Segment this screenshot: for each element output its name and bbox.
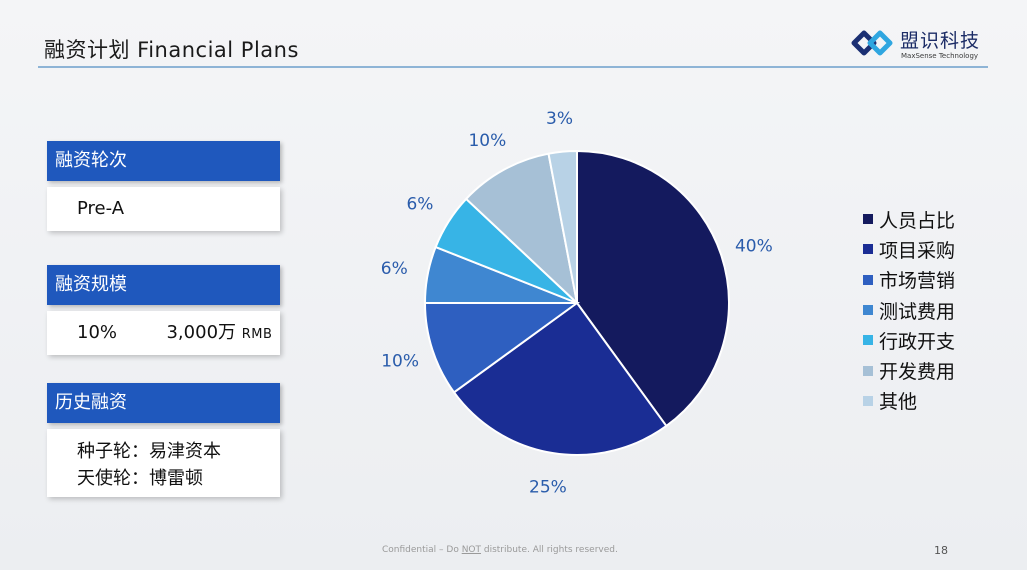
- company-logo: 盟识科技 MaxSense Technology: [850, 26, 990, 66]
- legend-item: 市场营销: [863, 265, 955, 295]
- pie-data-label: 40%: [735, 237, 773, 257]
- legend-swatch: [863, 335, 873, 346]
- legend-label: 人员占比: [879, 209, 956, 232]
- round-card-body: Pre-A: [47, 187, 280, 231]
- legend-swatch: [863, 365, 873, 376]
- pie-slice: [464, 152, 579, 306]
- legend-swatch: [863, 305, 873, 316]
- history-card-header: 历史融资: [47, 383, 280, 423]
- legend-item: 行政开支: [863, 325, 955, 355]
- round-card-header: 融资轮次: [47, 141, 280, 181]
- pie-data-label: 3%: [546, 109, 573, 129]
- chart-legend: 人员占比 项目采购 市场营销 测试费用 行政开支 开发费用 其他: [863, 204, 955, 416]
- confidential-post: distribute. All rights reserved.: [481, 545, 618, 555]
- pie-slice: [547, 149, 578, 304]
- legend-swatch: [863, 274, 873, 285]
- pie-slice: [576, 149, 730, 428]
- legend-item: 开发费用: [863, 355, 955, 385]
- legend-label: 其他: [879, 391, 918, 414]
- confidential-notice: Confidential – Do NOT distribute. All ri…: [382, 545, 618, 555]
- pie-data-label: 6%: [406, 194, 433, 214]
- page-title: 融资计划 Financial Plans: [44, 38, 299, 62]
- round-value: Pre-A: [77, 198, 125, 219]
- legend-label: 市场营销: [879, 270, 956, 293]
- logo-mark-icon: [851, 30, 893, 56]
- legend-item: 人员占比: [863, 204, 955, 234]
- legend-item: 项目采购: [863, 234, 955, 264]
- legend-item: 其他: [863, 386, 955, 416]
- pie-data-label: 25%: [529, 478, 567, 498]
- legend-item: 测试费用: [863, 295, 955, 325]
- legend-swatch: [863, 395, 873, 406]
- pie-data-label: 10%: [468, 131, 506, 151]
- pie-data-label: 6%: [381, 259, 408, 279]
- legend-label: 开发费用: [879, 361, 956, 384]
- scale-percent: 10%: [77, 322, 118, 343]
- legend-label: 测试费用: [879, 300, 956, 323]
- history-card-body: 种子轮：易津资本 天使轮：博雷顿: [47, 429, 280, 497]
- pie-slice: [423, 302, 581, 394]
- scale-card-header: 融资规模: [47, 265, 280, 305]
- legend-label: 项目采购: [879, 239, 956, 262]
- confidential-not: NOT: [461, 545, 482, 555]
- logo-name: 盟识科技: [900, 30, 981, 52]
- logo-subtitle: MaxSense Technology: [901, 52, 979, 60]
- page-number: 18: [934, 544, 948, 557]
- title-divider: [38, 66, 988, 68]
- legend-label: 行政开支: [879, 330, 956, 353]
- scale-card-body: 10% 3,000万 RMB: [47, 311, 280, 355]
- legend-swatch: [863, 214, 873, 225]
- history-line-angel: 天使轮：博雷顿: [77, 468, 203, 489]
- pie-slice: [452, 301, 668, 456]
- scale-amount: 3,000万: [166, 322, 237, 343]
- pie-data-label: 10%: [381, 351, 419, 371]
- confidential-pre: Confidential – Do: [382, 545, 462, 555]
- scale-currency: RMB: [241, 327, 273, 342]
- legend-swatch: [863, 244, 873, 255]
- history-line-seed: 种子轮：易津资本: [77, 441, 221, 462]
